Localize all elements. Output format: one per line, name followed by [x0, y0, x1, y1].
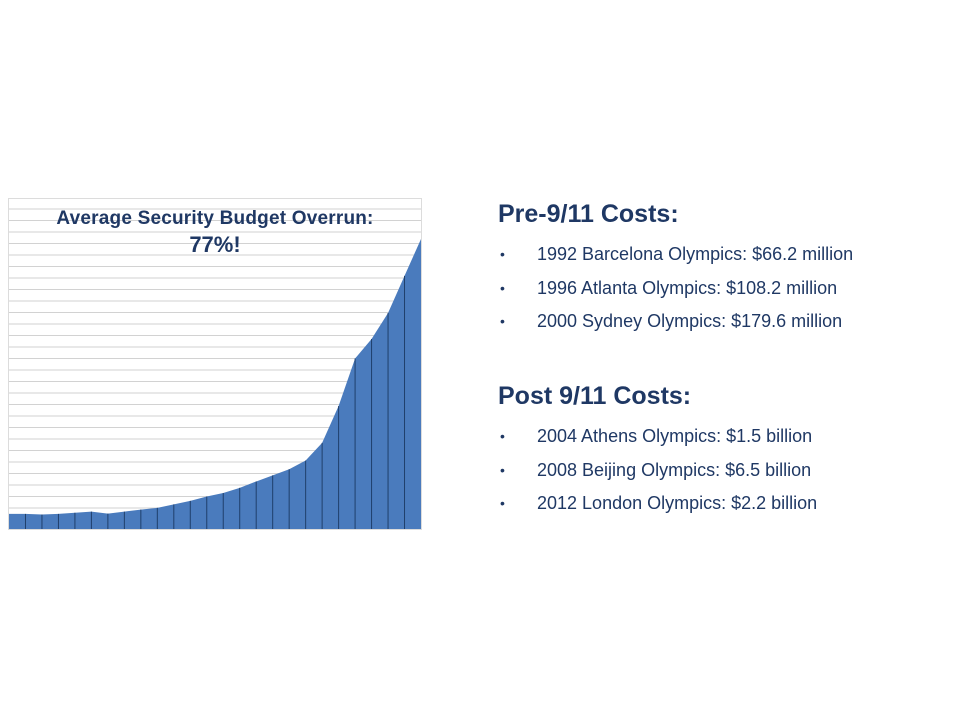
list-item: • 2008 Beijing Olympics: $6.5 billion [498, 454, 938, 488]
cost-item-text: 1992 Barcelona Olympics: $66.2 million [537, 244, 854, 264]
cost-item-text: 1996 Atlanta Olympics: $108.2 million [537, 277, 838, 298]
chart-area-layer [9, 239, 421, 529]
post-911-costs-section: Post 9/11 Costs: • 2004 Athens Olympics:… [498, 380, 938, 521]
pre-911-costs-section: Pre-9/11 Costs: • 1992 Barcelona Olympic… [498, 198, 938, 339]
cost-item-text: 2004 Athens Olympics: $1.5 billion [537, 426, 813, 446]
cost-item-text: 2000 Sydney Olympics: $179.6 million [537, 311, 843, 331]
section-heading-pre-911: Pre-9/11 Costs: [498, 200, 679, 228]
list-item: • 2000 Sydney Olympics: $179.6 million [498, 305, 938, 339]
list-item: • 2012 London Olympics: $2.2 billion [498, 487, 938, 521]
bullet-icon: • [500, 313, 505, 329]
bullet-icon: • [500, 246, 505, 262]
security-overrun-area-chart [9, 208, 421, 529]
list-item: • 2004 Athens Olympics: $1.5 billion [498, 420, 938, 454]
post-911-cost-list: • 2004 Athens Olympics: $1.5 billion • 2… [498, 420, 938, 521]
bullet-icon: • [500, 279, 505, 296]
chart-subtitle: 77%! [189, 232, 241, 257]
cost-item-text: 2012 London Olympics: $2.2 billion [537, 493, 818, 513]
bullet-icon: • [500, 461, 505, 478]
cost-item-text: 2008 Beijing Olympics: $6.5 billion [537, 459, 812, 480]
series-area [9, 239, 421, 529]
list-item: • 1992 Barcelona Olympics: $66.2 million [498, 238, 938, 272]
section-heading-post-911: Post 9/11 Costs: [498, 382, 692, 410]
bullet-icon: • [500, 495, 505, 511]
bullet-icon: • [500, 428, 505, 444]
chart-bar-dividers [24, 275, 406, 529]
pre-911-cost-list: • 1992 Barcelona Olympics: $66.2 million… [498, 238, 938, 339]
chart-panel: Average Security Budget Overrun: 77%! [8, 198, 422, 530]
list-item: • 1996 Atlanta Olympics: $108.2 million [498, 272, 938, 306]
chart-title: Average Security Budget Overrun: [56, 208, 374, 229]
